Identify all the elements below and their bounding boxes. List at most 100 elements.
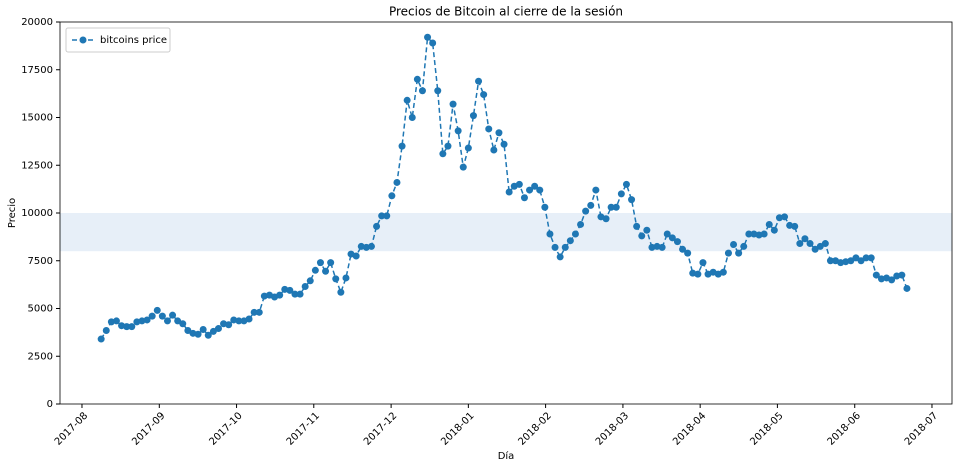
price-point [816,242,824,250]
price-point [413,75,421,83]
price-point [276,291,284,299]
price-point [898,271,906,279]
price-point [485,125,493,133]
price-point [872,271,880,279]
price-point [291,290,299,298]
price-point [424,33,432,41]
price-point [311,266,319,274]
price-point [296,290,304,298]
price-point [801,235,809,243]
price-point [495,129,503,137]
y-tick-label: 0 [47,399,53,410]
price-point [352,252,360,260]
price-point [174,317,182,325]
price-point [383,212,391,220]
price-point [663,230,671,238]
price-point [169,311,177,319]
price-point [612,203,620,211]
price-point [123,323,131,331]
price-point [306,277,314,285]
price-point [373,222,381,230]
price-point [153,306,161,314]
price-point [526,186,534,194]
price-point [449,100,457,108]
price-point [857,257,865,265]
price-point [694,270,702,278]
price-point [403,96,411,104]
x-tick-label: 2018-02 [517,410,554,447]
price-point [439,150,447,158]
price-point [255,308,263,316]
price-point [699,259,707,267]
x-tick-label: 2018-03 [594,410,631,447]
price-point [566,237,574,245]
price-point [684,249,692,257]
price-point [515,180,523,188]
price-point [199,326,207,334]
price-point [454,127,462,135]
price-point [286,286,294,294]
price-point [638,232,646,240]
price-point [337,288,345,296]
legend-marker [79,36,87,44]
price-point [235,317,243,325]
price-point [730,241,738,249]
price-point [765,220,773,228]
price-point [781,213,789,221]
x-axis-label: Día [498,450,515,462]
x-tick-label: 2017-09 [130,410,167,447]
plot-frame [59,21,953,405]
price-point [628,196,636,204]
price-point [505,188,513,196]
price-point [342,274,350,282]
x-tick-label: 2018-06 [826,410,863,447]
price-point [102,326,110,334]
price-point [434,87,442,95]
price-point [622,180,630,188]
price-point [429,39,437,47]
shaded-band [60,213,952,252]
y-tick-label: 7500 [28,256,53,267]
y-tick-label: 15000 [21,113,53,124]
price-point [740,242,748,250]
x-tick-label: 2017-11 [285,410,322,447]
price-point [826,257,834,265]
price-point [316,259,324,267]
price-point [582,207,590,215]
price-point [184,326,192,334]
price-point [148,312,156,320]
price-point [571,230,579,238]
price-point [204,331,212,339]
price-point [408,114,416,121]
price-point [673,238,681,246]
price-point [225,321,233,329]
price-point [459,163,467,171]
price-point [587,201,595,209]
price-point [128,323,136,331]
price-point [760,230,768,238]
price-point [444,142,452,150]
price-line [100,35,908,340]
price-point [418,87,426,95]
legend-box [65,27,171,53]
price-point [520,194,528,202]
x-tick-label: 2018-05 [748,410,785,447]
price-point [811,245,819,253]
price-point [163,317,171,325]
price-point [633,222,641,230]
price-point [796,240,804,248]
price-point [97,335,105,343]
price-point [577,220,585,228]
price-point [668,234,676,242]
price-point [536,186,544,194]
x-tick-label: 2017-10 [207,410,244,447]
price-point [806,240,814,248]
price-point [332,275,340,283]
price-point [679,245,687,253]
price-point [903,284,911,292]
price-point [322,267,330,275]
x-tick-label: 2018-01 [439,410,476,447]
price-point [821,240,829,248]
legend-label: bitcoins price [100,35,167,46]
price-point [490,146,498,154]
